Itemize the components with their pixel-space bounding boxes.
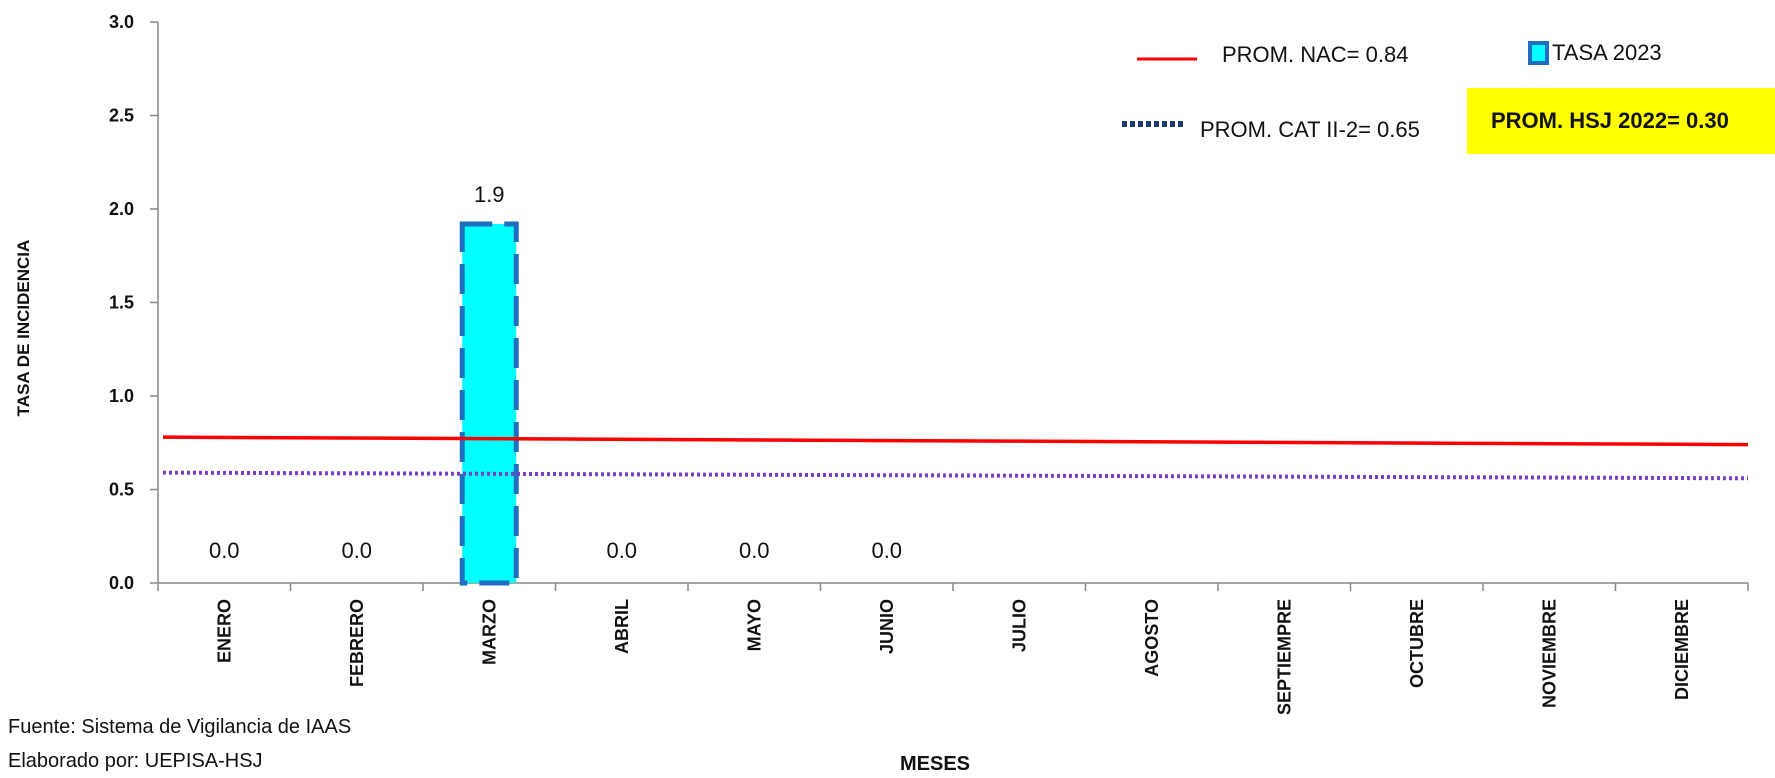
y-tick-label: 2.5 (109, 106, 134, 126)
x-axis-title: MESES (900, 753, 970, 775)
x-tick-label: SEPTIEMPRE (1274, 599, 1294, 715)
hsj-highlight-text: PROM. HSJ 2022= 0.30 (1491, 108, 1729, 133)
legend-label-nac: PROM. NAC= 0.84 (1222, 42, 1408, 67)
x-tick-label: ABRIL (612, 599, 632, 654)
y-tick-label: 0.0 (109, 573, 134, 593)
x-tick-label: FEBRERO (347, 599, 367, 687)
x-tick-label: NOVIEMBRE (1539, 599, 1559, 708)
data-label: 0.0 (739, 538, 770, 563)
y-tick-label: 3.0 (109, 12, 134, 32)
data-label: 0.0 (341, 538, 372, 563)
data-labels: 0.0 0.0 1.9 0.0 0.0 0.0 (209, 182, 902, 563)
x-tick-label: OCTUBRE (1407, 599, 1427, 688)
data-label: 0.0 (871, 538, 902, 563)
x-tick-label: JUNIO (877, 599, 897, 654)
legend-label-tasa: TASA 2023 (1552, 40, 1662, 65)
hsj-highlight-box (1467, 88, 1775, 154)
x-tick-label: ENERO (214, 599, 234, 663)
x-tick-label: DICIEMBRE (1672, 599, 1692, 700)
y-axis-ticks: 0.0 0.5 1.0 1.5 2.0 2.5 3.0 (109, 12, 158, 593)
data-label: 0.0 (606, 538, 637, 563)
y-tick-label: 0.5 (109, 480, 134, 500)
bar (459, 221, 519, 586)
x-axis-ticks: ENERO FEBRERO MARZO ABRIL MAYO JUNIO JULIO AGOS… (157, 583, 1749, 715)
reference-line-nac (162, 435, 1749, 447)
legend: PROM. NAC= 0.84 PROM. CAT II-2= 0.65 TAS… (1122, 40, 1662, 142)
x-tick-label: MARZO (479, 599, 499, 665)
x-tick-label: JULIO (1009, 599, 1029, 652)
y-tick-label: 1.0 (109, 386, 134, 406)
legend-label-cat: PROM. CAT II-2= 0.65 (1200, 117, 1420, 142)
legend-swatch-tasa (1528, 41, 1549, 65)
reference-lines (162, 435, 1749, 481)
data-label: 0.0 (209, 538, 240, 563)
data-label: 1.9 (474, 182, 505, 207)
y-tick-label: 1.5 (109, 293, 134, 313)
y-tick-label: 2.0 (109, 199, 134, 219)
x-tick-label: MAYO (744, 599, 764, 651)
footnote-author: Elaborado por: UEPISA-HSJ (8, 750, 263, 772)
bars (459, 221, 519, 586)
y-axis-title: TASA DE INCIDENCIA (14, 240, 33, 417)
reference-line-cat (162, 470, 1749, 481)
footnote-source: Fuente: Sistema de Vigilancia de IAAS (8, 716, 351, 738)
x-tick-label: AGOSTO (1142, 599, 1162, 677)
